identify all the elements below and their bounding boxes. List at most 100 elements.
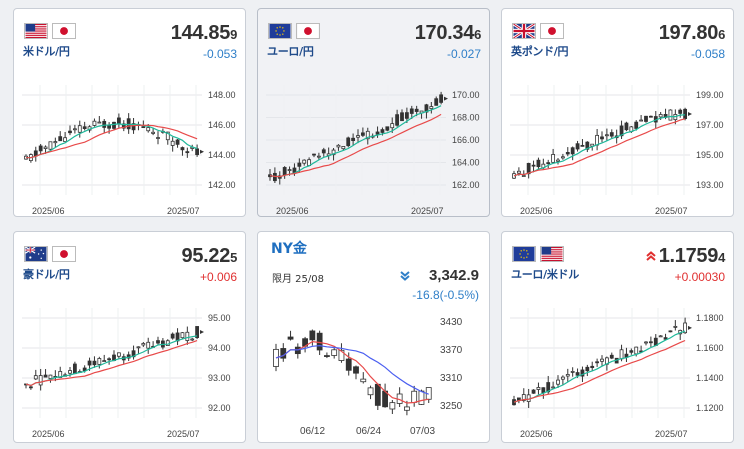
- y-tick-label: 1.1400: [696, 373, 724, 383]
- candle-body: [170, 140, 175, 146]
- x-tick-label: 2025/07: [167, 206, 200, 216]
- candle-body: [531, 164, 536, 167]
- candle-body: [600, 136, 604, 140]
- candle-body: [33, 375, 38, 380]
- tile-eur-jpy[interactable]: ユーロ/円 170.346 -0.027 170.00 168.00 166.00 1…: [257, 8, 490, 217]
- candle-body: [609, 354, 614, 359]
- candle-body: [331, 149, 336, 156]
- candle-body: [663, 337, 668, 340]
- candle-body: [68, 370, 72, 374]
- candle-body: [678, 109, 683, 114]
- candle-body: [595, 134, 600, 146]
- candle-body: [273, 348, 279, 367]
- candle-body: [156, 137, 160, 139]
- candle-body: [72, 363, 77, 375]
- long-moving-average-line: [25, 124, 198, 159]
- jp-flag-icon: [540, 23, 564, 39]
- candle-body: [609, 132, 614, 137]
- candle-body: [180, 147, 185, 151]
- short-moving-average-line: [275, 340, 429, 404]
- candle-body: [546, 382, 551, 393]
- candle-body: [556, 379, 560, 385]
- candle-body: [395, 114, 400, 126]
- y-tick-label: 146.00: [208, 120, 236, 130]
- candle-body: [146, 341, 151, 349]
- price-chart: 95.00 94.00 93.00 92.00 2025/06 2025/07: [22, 308, 231, 439]
- y-tick-label: 195.00: [696, 150, 724, 160]
- candle-body: [336, 144, 341, 148]
- candle-body: [351, 137, 356, 141]
- y-tick-label: 1.1600: [696, 343, 724, 353]
- candle-body: [282, 167, 287, 176]
- y-tick-label: 3310: [440, 373, 463, 384]
- candle-body: [87, 360, 92, 366]
- tile-gbp-jpy[interactable]: 英ポンド/円 197.806 -0.058 199.00 197.00 195.00…: [501, 8, 734, 217]
- candle-body: [634, 121, 639, 129]
- eu-flag-icon: [268, 23, 292, 39]
- candle-body: [367, 387, 374, 396]
- candle-body: [102, 360, 107, 363]
- price-chart: 3430 3370 3310 3250 06/12 06/24 07/03: [273, 317, 463, 437]
- candle-body: [556, 159, 560, 162]
- candle-body: [668, 109, 673, 121]
- candle-body: [43, 374, 48, 378]
- flags: [512, 23, 564, 39]
- y-tick-label: 92.00: [208, 403, 231, 413]
- candle-body: [141, 126, 146, 129]
- candle-body: [353, 366, 359, 374]
- candle-body: [195, 326, 200, 338]
- price: 144.859: [170, 22, 238, 44]
- candle-body: [536, 159, 541, 168]
- candle-body: [345, 358, 352, 371]
- price-change: -0.058: [690, 47, 725, 61]
- jp-flag-icon: [52, 23, 76, 39]
- x-tick-label: 2025/07: [411, 206, 444, 216]
- price-chart: 1.1800 1.1600 1.1400 1.1200 2025/06 2025/07: [510, 308, 724, 439]
- candle-body: [385, 126, 390, 131]
- candle-body: [112, 121, 116, 129]
- candle-body: [565, 152, 570, 155]
- tile-aud-jpy[interactable]: 豪ドル/円 95.225 +0.006 95.00 94.00 93.00 92.00…: [13, 231, 246, 443]
- price: 1.17594: [658, 245, 726, 267]
- candle-body: [58, 136, 63, 142]
- candle-body: [429, 106, 434, 110]
- double-chevron-up-icon: [646, 251, 656, 261]
- y-tick-label: 1.1800: [696, 313, 724, 323]
- last-price-marker: [688, 325, 692, 330]
- x-tick-label: 2025/07: [655, 206, 688, 216]
- pair-name: 豪ドル/円: [23, 268, 70, 281]
- candle-body: [400, 112, 404, 122]
- candle-body: [668, 330, 673, 333]
- tile-ny-gold[interactable]: NY金 限月 25/08 3,342.9 -16.8(-0.5%) 3430 33…: [257, 231, 490, 443]
- candle-body: [121, 123, 126, 129]
- candle-body: [411, 390, 418, 403]
- tile-eur-usd[interactable]: ユーロ/米ドル 1.17594 +0.00030 1.1800 1.1600 1.1…: [501, 231, 734, 443]
- candle-body: [575, 143, 580, 150]
- candle-body: [375, 131, 380, 135]
- contract-month: 限月 25/08: [272, 274, 324, 285]
- candle-body: [82, 367, 87, 371]
- candle-body: [526, 394, 531, 402]
- candle-body: [600, 358, 604, 362]
- x-tick-label: 2025/07: [167, 429, 200, 439]
- y-tick-label: 162.00: [452, 180, 480, 190]
- price-change: -16.8(-0.5%): [412, 288, 479, 302]
- candle-body: [38, 375, 43, 386]
- candle-body: [287, 169, 292, 171]
- candle-body: [126, 118, 131, 130]
- candle-body: [380, 129, 385, 133]
- candle-body: [92, 360, 97, 366]
- jp-flag-icon: [52, 246, 76, 262]
- last-price-marker: [444, 96, 448, 101]
- price-chart: 148.00 146.00 144.00 142.00 2025/06 2025/07: [22, 85, 236, 216]
- candle-body: [165, 131, 170, 141]
- candle-body: [409, 108, 414, 114]
- tile-usd-jpy[interactable]: 米ドル/円 144.859 -0.053 148.00 146.00 144.00 1…: [13, 8, 246, 217]
- price-change: -0.027: [446, 47, 481, 61]
- candle-body: [63, 137, 68, 143]
- y-tick-label: 166.00: [452, 135, 480, 145]
- candle-body: [541, 387, 546, 394]
- candle-body: [404, 406, 410, 411]
- candle-body: [418, 390, 425, 405]
- candle-body: [309, 330, 316, 341]
